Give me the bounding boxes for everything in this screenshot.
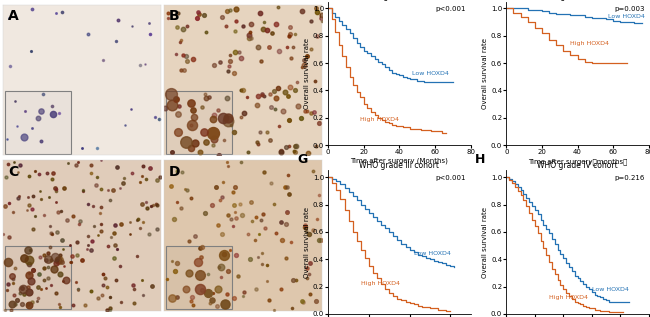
Y-axis label: Overall survival rate: Overall survival rate [482, 38, 488, 109]
Text: High HOXD4: High HOXD4 [571, 42, 610, 46]
Text: B: B [169, 9, 179, 23]
Text: High HOXD4: High HOXD4 [549, 295, 588, 300]
Text: G: G [297, 153, 307, 166]
FancyBboxPatch shape [5, 246, 71, 309]
Text: Low HOXD4: Low HOXD4 [413, 251, 450, 256]
X-axis label: Time after surgery（months）: Time after surgery（months） [528, 158, 627, 165]
FancyBboxPatch shape [166, 246, 232, 309]
Text: A: A [8, 9, 19, 23]
Text: Low HOXD4: Low HOXD4 [592, 287, 629, 292]
Title: WHO grade III cohort: WHO grade III cohort [359, 161, 439, 170]
Y-axis label: Overall survival rate: Overall survival rate [304, 207, 310, 278]
Text: Low HOXD4: Low HOXD4 [412, 72, 448, 76]
Title: WHO grade IV cohort: WHO grade IV cohort [537, 161, 618, 170]
X-axis label: Time after surgery (Months): Time after surgery (Months) [350, 158, 448, 165]
Text: High HOXD4: High HOXD4 [361, 281, 400, 286]
Text: High HOXD4: High HOXD4 [360, 117, 399, 122]
Text: D: D [169, 165, 180, 178]
Text: p<0.001: p<0.001 [436, 6, 466, 12]
FancyBboxPatch shape [5, 91, 71, 154]
Text: C: C [8, 165, 18, 178]
Text: p<0.001: p<0.001 [436, 175, 466, 181]
Text: p=0.216: p=0.216 [614, 175, 644, 181]
Title: Total glioma cohort: Total glioma cohort [363, 0, 436, 1]
Y-axis label: Overall survival rate: Overall survival rate [482, 207, 488, 278]
FancyBboxPatch shape [166, 91, 232, 154]
Y-axis label: Overall survival rate: Overall survival rate [304, 38, 310, 109]
Text: H: H [475, 153, 486, 166]
Title: WHO grade II cohort: WHO grade II cohort [539, 0, 616, 1]
Text: Low HOXD4: Low HOXD4 [608, 14, 645, 19]
Text: p=0.003: p=0.003 [614, 6, 644, 12]
